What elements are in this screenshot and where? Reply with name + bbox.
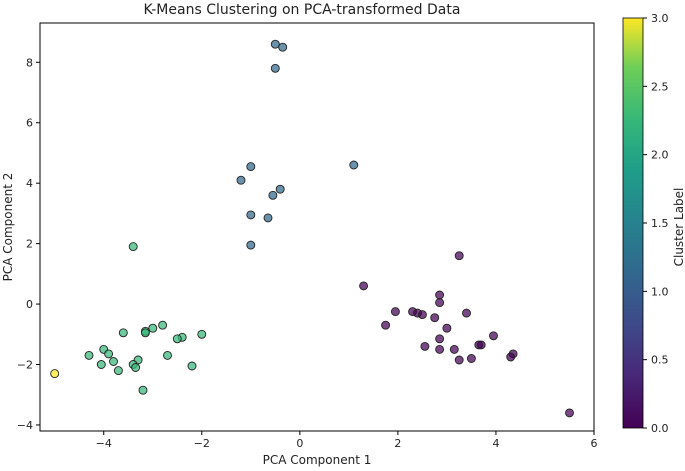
data-point bbox=[442, 323, 452, 333]
data-point bbox=[113, 366, 123, 376]
data-point bbox=[270, 39, 280, 49]
data-point bbox=[268, 190, 278, 200]
data-point bbox=[104, 349, 114, 359]
data-point bbox=[96, 360, 106, 369]
data-point bbox=[278, 42, 288, 52]
data-point bbox=[263, 213, 273, 223]
data-point bbox=[163, 350, 172, 360]
data-point bbox=[140, 328, 150, 338]
data-point bbox=[449, 344, 459, 354]
x-axis-ticks: −4 −2 0 2 4 6 bbox=[96, 431, 598, 450]
data-point bbox=[187, 361, 197, 371]
data-point bbox=[506, 352, 516, 362]
data-point bbox=[476, 340, 486, 350]
data-point bbox=[454, 251, 464, 261]
data-point bbox=[381, 320, 391, 330]
y-axis-label: PCA Component 2 bbox=[1, 173, 15, 282]
colorbar-ticks: 0.0 0.5 1.0 1.5 2.0 2.5 3.0 bbox=[643, 12, 669, 435]
data-point bbox=[84, 350, 94, 360]
x-tick-label: 0 bbox=[296, 437, 303, 450]
data-point bbox=[158, 320, 168, 330]
data-point bbox=[390, 307, 400, 317]
data-point bbox=[420, 341, 430, 351]
y-tick-label: −2 bbox=[17, 359, 33, 372]
y-tick-label: 0 bbox=[26, 298, 33, 311]
data-point bbox=[489, 331, 498, 341]
plot-marks bbox=[50, 39, 574, 418]
y-tick-label: 6 bbox=[26, 117, 33, 130]
x-tick-label: −4 bbox=[96, 437, 112, 450]
colorbar-tick-label: 2.0 bbox=[651, 149, 669, 162]
data-point bbox=[246, 240, 256, 250]
data-point bbox=[270, 63, 280, 73]
data-point bbox=[435, 298, 445, 308]
data-point bbox=[417, 310, 427, 320]
y-axis-ticks: −4 −2 0 2 4 6 8 bbox=[17, 56, 40, 432]
data-point bbox=[50, 369, 60, 379]
data-point bbox=[454, 355, 464, 365]
data-point bbox=[138, 385, 148, 395]
data-point bbox=[118, 328, 128, 338]
y-tick-label: −4 bbox=[17, 419, 33, 432]
colorbar-tick-label: 3.0 bbox=[651, 12, 669, 25]
y-tick-label: 2 bbox=[26, 238, 33, 251]
y-tick-label: 8 bbox=[26, 56, 33, 69]
data-point bbox=[430, 313, 440, 323]
data-point bbox=[236, 175, 246, 185]
x-tick-label: −2 bbox=[194, 437, 210, 450]
data-point bbox=[565, 408, 574, 418]
colorbar-tick-label: 1.0 bbox=[651, 285, 669, 298]
chart-title: K-Means Clustering on PCA-transformed Da… bbox=[144, 2, 461, 18]
x-axis-label: PCA Component 1 bbox=[263, 453, 372, 467]
data-point bbox=[435, 344, 445, 354]
data-point bbox=[246, 210, 256, 220]
data-point bbox=[172, 334, 182, 344]
x-tick-label: 6 bbox=[591, 437, 598, 450]
data-point bbox=[148, 323, 158, 333]
data-point bbox=[197, 329, 207, 339]
colorbar-tick-label: 0.5 bbox=[651, 354, 669, 367]
data-point bbox=[246, 162, 256, 172]
x-tick-label: 4 bbox=[492, 437, 499, 450]
data-point bbox=[349, 160, 359, 170]
y-tick-label: 4 bbox=[26, 177, 33, 190]
colorbar-tick-label: 0.0 bbox=[651, 422, 669, 435]
colorbar-tick-label: 2.5 bbox=[651, 80, 669, 93]
data-point bbox=[462, 308, 471, 318]
data-point bbox=[275, 184, 285, 194]
data-point bbox=[466, 354, 476, 363]
data-point bbox=[435, 334, 445, 344]
x-tick-label: 2 bbox=[394, 437, 401, 450]
data-point bbox=[131, 363, 141, 372]
colorbar-label: Cluster Label bbox=[672, 188, 685, 267]
data-point bbox=[435, 290, 445, 300]
colorbar bbox=[622, 17, 644, 429]
data-point bbox=[109, 357, 118, 366]
colorbar-tick-label: 1.5 bbox=[651, 217, 669, 230]
data-point bbox=[128, 242, 138, 252]
plot-area-frame bbox=[39, 22, 595, 432]
data-point bbox=[359, 281, 369, 291]
